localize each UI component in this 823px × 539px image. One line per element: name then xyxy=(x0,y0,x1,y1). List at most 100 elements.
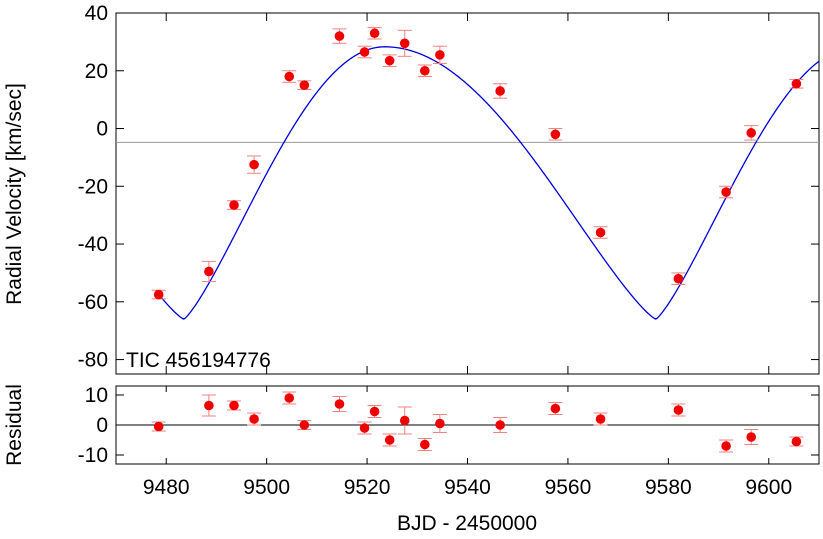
observation-point xyxy=(201,260,216,283)
residual-marker xyxy=(420,439,430,450)
residual-marker xyxy=(284,393,295,403)
residual-point xyxy=(382,433,397,447)
x-tick-label: 9500 xyxy=(243,476,290,499)
residual-point xyxy=(332,396,347,412)
residual-marker xyxy=(721,441,731,451)
residual-marker xyxy=(229,400,239,411)
y-axis-label-top: Radial Velocity [km/sec] xyxy=(3,83,26,305)
top-y-tick-label: 20 xyxy=(85,60,108,83)
residual-point xyxy=(744,429,759,445)
observation-point xyxy=(548,128,563,141)
residual-marker xyxy=(791,436,802,447)
observation-marker xyxy=(550,129,561,140)
target-label: TIC 456194776 xyxy=(126,349,271,372)
residual-point xyxy=(417,438,432,451)
residual-point xyxy=(201,394,216,417)
residual-marker xyxy=(249,414,259,424)
observation-point xyxy=(227,200,242,210)
bottom-y-tick-label: -10 xyxy=(78,444,108,467)
observation-point xyxy=(744,125,759,141)
residual-point xyxy=(789,436,804,447)
residual-point xyxy=(282,391,297,405)
top-y-ticks: 40 20 0 -20 -40 -60 -80 xyxy=(78,2,819,372)
residual-marker xyxy=(495,420,505,430)
residual-marker xyxy=(369,406,380,417)
top-y-tick-label: 0 xyxy=(96,118,108,141)
top-y-tick-label: 40 xyxy=(85,2,108,25)
residual-marker xyxy=(334,399,345,409)
observation-marker xyxy=(721,187,731,197)
observation-marker xyxy=(229,200,239,210)
observation-point xyxy=(332,28,347,44)
top-y-tick-label: -60 xyxy=(78,291,108,314)
residual-marker xyxy=(204,400,214,411)
observation-marker xyxy=(204,266,214,277)
x-tick-label: 9600 xyxy=(745,476,792,499)
residual-point xyxy=(593,412,608,426)
residual-marker xyxy=(435,418,445,429)
observation-marker xyxy=(249,159,259,170)
observation-marker xyxy=(399,38,410,49)
residual-marker xyxy=(153,421,164,432)
observation-marker xyxy=(334,31,345,41)
bottom-y-tick-label: 10 xyxy=(85,384,108,407)
observation-marker xyxy=(595,227,606,238)
x-tick-label: 9520 xyxy=(344,476,391,499)
residual-point xyxy=(671,403,686,417)
residual-point xyxy=(548,402,563,415)
residual-marker xyxy=(359,423,370,433)
residual-points xyxy=(151,391,804,453)
x-tick-label: 9540 xyxy=(444,476,491,499)
observation-point xyxy=(382,54,397,67)
residual-point xyxy=(432,414,447,433)
observation-marker xyxy=(369,28,380,39)
residual-point xyxy=(493,417,508,433)
observation-point xyxy=(247,155,262,174)
bottom-y-ticks: 10 0 -10 xyxy=(78,384,819,467)
y-axis-label-bottom: Residual xyxy=(3,384,26,466)
top-observations xyxy=(151,26,804,300)
observation-point xyxy=(593,226,608,239)
observation-point xyxy=(151,289,166,300)
observation-marker xyxy=(791,78,802,89)
observation-point xyxy=(432,45,447,65)
observation-marker xyxy=(420,65,430,76)
observation-point xyxy=(789,78,804,89)
model-curve xyxy=(158,46,820,320)
bottom-y-tick-label: 0 xyxy=(96,414,108,437)
observation-marker xyxy=(673,273,684,284)
observation-point xyxy=(397,29,412,57)
residual-point xyxy=(367,405,382,418)
observation-marker xyxy=(359,47,370,57)
observation-marker xyxy=(746,128,757,138)
residual-point xyxy=(227,400,242,411)
observation-point xyxy=(357,45,372,59)
observation-point xyxy=(719,185,734,199)
observation-marker xyxy=(284,71,295,82)
observation-point xyxy=(671,272,686,285)
residual-marker xyxy=(550,403,561,414)
residual-point xyxy=(247,412,262,426)
residual-marker xyxy=(746,432,757,442)
top-panel-frame xyxy=(115,12,820,375)
bottom-panel: 10 0 -10 xyxy=(78,384,820,467)
x-tick-label: 9560 xyxy=(545,476,592,499)
observation-point xyxy=(417,64,432,78)
x-axis-label: BJD - 2450000 xyxy=(397,512,537,535)
x-tick-label: 9580 xyxy=(645,476,692,499)
residual-marker xyxy=(384,435,395,445)
residual-marker xyxy=(673,405,684,415)
top-y-tick-label: -80 xyxy=(78,349,108,372)
top-y-tick-label: -20 xyxy=(78,175,108,198)
top-y-tick-label: -40 xyxy=(78,233,108,256)
observation-marker xyxy=(495,86,505,96)
observation-marker xyxy=(435,50,445,60)
observation-marker xyxy=(384,55,395,66)
observation-point xyxy=(297,80,312,91)
x-axis-ticks: 9480 9500 9520 9540 9560 9580 9600 xyxy=(143,13,792,499)
observation-point xyxy=(282,70,297,83)
residual-point xyxy=(397,406,412,435)
residual-point xyxy=(297,420,312,430)
top-panel: 40 20 0 -20 -40 -60 -80 TIC 456194776 xyxy=(78,2,820,375)
